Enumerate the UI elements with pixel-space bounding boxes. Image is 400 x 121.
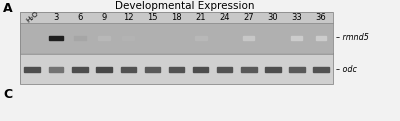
Bar xyxy=(265,67,281,72)
Text: 30: 30 xyxy=(268,12,278,22)
Text: H₂O: H₂O xyxy=(25,10,39,24)
Text: 18: 18 xyxy=(171,12,182,22)
Bar xyxy=(144,67,160,72)
Bar xyxy=(20,23,333,53)
Text: 36: 36 xyxy=(316,12,326,22)
Text: 27: 27 xyxy=(244,12,254,22)
Bar xyxy=(20,54,333,84)
Bar xyxy=(193,67,208,72)
Bar xyxy=(169,67,184,72)
Bar xyxy=(96,67,112,72)
Text: 9: 9 xyxy=(102,12,107,22)
Bar xyxy=(120,67,136,72)
Text: 3: 3 xyxy=(54,12,59,22)
Bar xyxy=(74,36,86,40)
Bar xyxy=(241,67,256,72)
Text: A: A xyxy=(3,2,13,15)
Bar xyxy=(49,36,63,40)
Bar xyxy=(72,67,88,72)
Text: C: C xyxy=(3,88,12,101)
Bar xyxy=(313,67,329,72)
Bar xyxy=(289,67,305,72)
Text: 21: 21 xyxy=(195,12,206,22)
Bar xyxy=(316,36,326,40)
Text: 6: 6 xyxy=(78,12,83,22)
Bar xyxy=(194,36,206,40)
Text: 24: 24 xyxy=(220,12,230,22)
Bar xyxy=(20,12,333,23)
Text: – rmnd5: – rmnd5 xyxy=(336,34,369,42)
Text: Developmental Expression: Developmental Expression xyxy=(115,1,255,11)
Bar xyxy=(98,36,110,40)
Bar xyxy=(122,36,134,40)
Text: 33: 33 xyxy=(292,12,302,22)
Bar xyxy=(243,36,254,40)
Bar xyxy=(292,36,302,40)
Text: – odc: – odc xyxy=(336,64,357,73)
Bar xyxy=(24,67,40,72)
Bar xyxy=(217,67,232,72)
Bar xyxy=(20,12,333,84)
Text: 15: 15 xyxy=(147,12,158,22)
Bar xyxy=(50,67,63,72)
Text: 12: 12 xyxy=(123,12,134,22)
